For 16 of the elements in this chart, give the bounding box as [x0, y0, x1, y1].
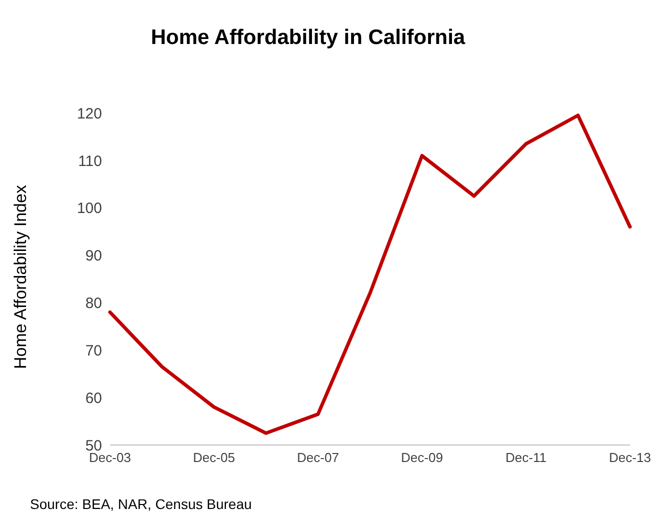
x-tick-label: Dec-05 [193, 450, 235, 466]
y-tick-label: 90 [85, 248, 102, 265]
x-tick-label: Dec-13 [609, 450, 651, 466]
y-tick-label: 120 [76, 105, 102, 122]
line-series [108, 114, 632, 435]
y-axis-title: Home Affordability Index [11, 184, 30, 369]
y-tick-label: 60 [85, 390, 102, 407]
x-tick-label: Dec-09 [401, 450, 443, 466]
source-note: Source: BEA, NAR, Census Bureau [30, 496, 252, 512]
y-tick-label: 80 [85, 295, 102, 312]
x-tick-label: Dec-07 [297, 450, 339, 466]
y-tick-label: 110 [78, 152, 102, 170]
y-tick-label: 70 [85, 342, 102, 360]
y-tick-label: 100 [76, 200, 102, 218]
chart-title: Home Affordability in California [150, 26, 466, 50]
x-tick-label: Dec-11 [506, 450, 546, 466]
